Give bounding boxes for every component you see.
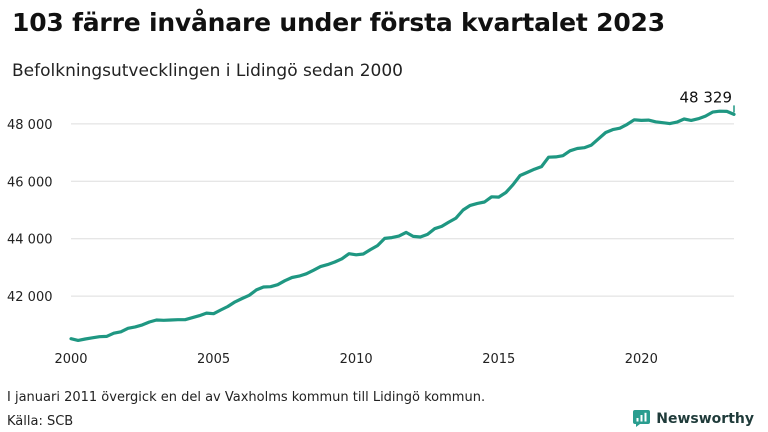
x-tick-label: 2020 [625, 352, 658, 367]
series-line [69, 109, 736, 342]
chart-title: 103 färre invånare under första kvartale… [12, 8, 665, 37]
chart-subtitle: Befolkningsutvecklingen i Lidingö sedan … [12, 61, 403, 81]
y-tick-label: 46 000 [7, 175, 53, 190]
x-tick-label: 2005 [197, 352, 230, 367]
brand-name: Newsworthy [656, 410, 754, 427]
x-tick-label: 2015 [482, 352, 515, 367]
line-chart: 42 000 44 000 46 000 48 000 2000 2005 2010 2015… [7, 88, 736, 367]
chart-footnote: I januari 2011 övergick en del av Vaxhol… [7, 390, 486, 405]
brand[interactable]: Newsworthy [633, 410, 754, 427]
x-tick-label: 2010 [340, 352, 373, 367]
y-tick-label: 42 000 [7, 290, 53, 305]
x-tick-label: 2000 [54, 352, 87, 367]
source-note: Källa: SCB [7, 414, 74, 429]
end-value-label: 48 329 [680, 88, 733, 106]
y-tick-label: 44 000 [7, 233, 53, 248]
newsworthy-logo-icon [633, 410, 651, 427]
y-tick-label: 48 000 [7, 118, 53, 133]
